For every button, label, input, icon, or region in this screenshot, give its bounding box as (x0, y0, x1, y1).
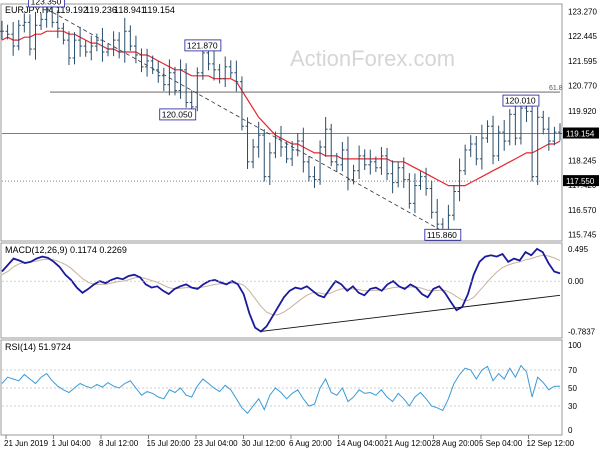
ohlc-close: 119.154 (143, 5, 175, 15)
price-y-tick: 120.770 (568, 82, 597, 91)
macd-y-ticks: 0.495 0.00 -0.7837 (568, 245, 596, 337)
rsi-y-tick: 30 (568, 402, 577, 411)
macd-trendline (260, 294, 561, 332)
price-trendline (46, 8, 444, 232)
price-badge (563, 127, 599, 139)
price-labels: 123.350 121.870 120.050 120.010 115.860 (28, 0, 540, 241)
price-badge-text: 117.550 (566, 177, 595, 186)
rsi-panel-frame (0, 339, 563, 436)
price-label-text: 120.050 (162, 109, 193, 119)
x-axis-label: 6 Aug 20:00 (289, 439, 332, 448)
price-y-tick: 116.570 (568, 206, 597, 215)
x-axis-label: 30 Jul 12:00 (242, 439, 286, 448)
macd-layer (1, 247, 561, 333)
x-axis-label: 8 Jul 12:00 (99, 439, 139, 448)
price-y-tick: 119.920 (568, 107, 597, 116)
rsi-header: RSI(14) 51.9724 (5, 342, 71, 352)
x-axis-label: 14 Aug 04:00 (337, 439, 385, 448)
macd-y-tick: -0.7837 (568, 328, 596, 337)
rsi-y-tick: 0 (568, 426, 573, 435)
rsi-panel: RSI(14) 51.9724 100 70 50 30 0 (0, 339, 582, 436)
price-y-ticks: 123.270 122.445 121.595 120.770 119.920 119.1… (563, 7, 599, 240)
price-label-text: 120.010 (505, 96, 536, 106)
x-axis-label: 21 Jun 2019 (4, 439, 49, 448)
rsi-layer (1, 364, 560, 414)
price-badge-text: 119.154 (566, 130, 595, 139)
price-trendline-line (46, 8, 444, 232)
x-axis-label: 21 Aug 12:00 (384, 439, 432, 448)
price-y-tick: 118.245 (568, 156, 597, 165)
rsi-y-tick: 100 (568, 341, 582, 350)
x-axis-label: 28 Aug 20:00 (432, 439, 480, 448)
price-label-text: 123.350 (31, 0, 62, 6)
price-label-text: 121.870 (187, 40, 218, 50)
watermark: ActionForex.com (290, 46, 455, 71)
x-axis: 21 Jun 2019 1 Jul 04:00 8 Jul 12:00 15 Jul … (4, 435, 575, 448)
x-axis-label: 1 Jul 04:00 (52, 439, 92, 448)
price-y-tick: 122.445 (568, 32, 597, 41)
x-axis-label: 23 Jul 04:00 (194, 439, 238, 448)
price-y-tick: 121.595 (568, 57, 597, 66)
price-y-tick: 115.745 (568, 231, 597, 240)
macd-y-tick: 0.495 (568, 245, 589, 254)
price-label-box (159, 108, 197, 121)
x-axis-label: 5 Sep 04:00 (479, 439, 523, 448)
macd-header: MACD(12,26,9) 0.1174 0.2269 (5, 245, 127, 255)
ohlc-high: 119.236 (85, 5, 117, 15)
price-panel-frame (0, 3, 563, 242)
rsi-y-tick: 50 (568, 384, 577, 393)
macd-panel: MACD(12,26,9) 0.1174 0.2269 0.495 0.00 -0.… (0, 242, 596, 339)
macd-panel-frame (0, 242, 563, 339)
rsi-line (1, 364, 560, 414)
price-panel: ActionForex.com EURJPY,H4 119.192 119.23… (0, 0, 599, 242)
macd-line (1, 247, 561, 333)
price-label-box (28, 0, 66, 8)
price-header: EURJPY,H4 (5, 5, 53, 15)
ohlc-readout: 119.192 119.236 118.941 119.154 (56, 5, 175, 15)
rsi-y-ticks: 100 70 50 30 0 (568, 341, 582, 435)
price-label-text: 115.860 (427, 230, 457, 240)
price-y-tick: 123.270 (568, 7, 597, 16)
price-label-box (424, 228, 462, 241)
price-label-box (184, 39, 222, 52)
price-label-box (502, 94, 540, 107)
x-axis-label: 12 Sep 12:00 (527, 439, 575, 448)
macd-y-tick: 0.00 (568, 277, 584, 286)
fib-level-label: 61.8 (549, 85, 563, 92)
ohlc-open: 119.192 (56, 5, 88, 15)
ohlc-low: 118.941 (114, 5, 146, 15)
price-layer (0, 0, 562, 240)
price-badge (563, 175, 599, 187)
rsi-y-tick: 70 (568, 366, 577, 375)
x-axis-label: 15 Jul 20:00 (147, 439, 191, 448)
